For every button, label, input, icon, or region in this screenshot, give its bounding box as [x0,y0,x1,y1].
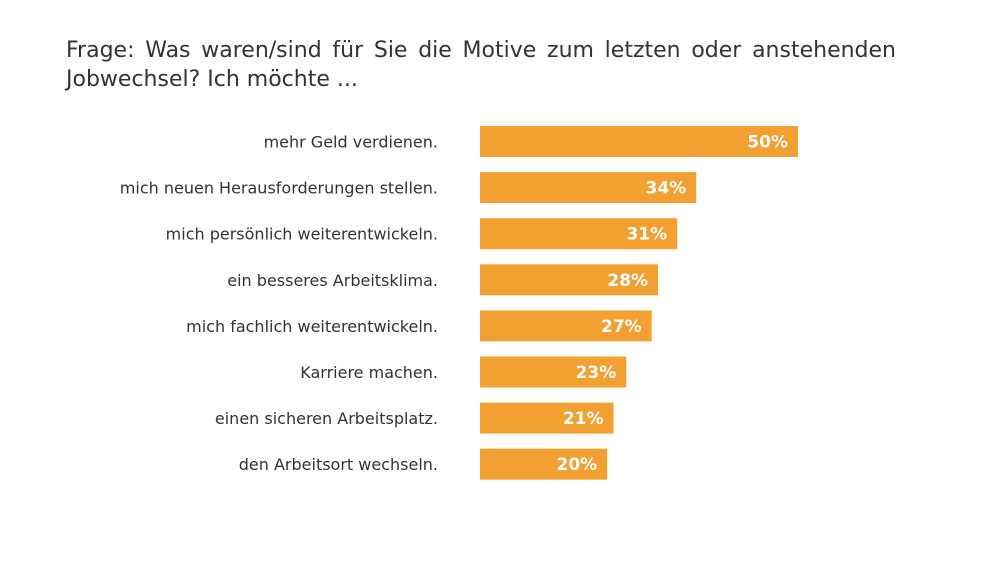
bar-row: mich persönlich weiterentwickeln. 31% [166,218,678,250]
category-label: einen sicheren Arbeitsplatz. [215,409,438,428]
value-label: 28% [607,271,648,291]
bar-row: einen sicheren Arbeitsplatz. 21% [215,402,614,434]
bar [480,126,798,157]
category-label: den Arbeitsort wechseln. [239,455,438,474]
category-label: ein besseres Arbeitsklima. [227,271,438,290]
chart-title: Frage: Was waren/sind für Sie die Motive… [66,38,896,92]
value-label: 31% [626,225,667,245]
bar-row: den Arbeitsort wechseln. 20% [239,448,608,480]
value-label: 34% [646,179,687,199]
bar [480,218,678,250]
bar-row: mehr Geld verdienen. 50% [264,126,798,157]
category-label: mich neuen Herausforderungen stellen. [120,179,438,198]
category-label: mehr Geld verdienen. [264,133,438,152]
bar [480,402,614,434]
bar [480,310,652,342]
value-label: 27% [601,317,642,337]
bar [480,448,608,480]
bar [480,356,627,388]
bar-row: Karriere machen. 23% [300,356,627,388]
value-label: 23% [576,363,617,383]
bar-row: mich fachlich weiterentwickeln. 27% [186,310,652,342]
value-label: 20% [556,455,597,475]
value-label: 50% [747,133,788,153]
bar [480,172,697,204]
value-label: 21% [563,409,604,429]
bar-row: ein besseres Arbeitsklima. 28% [227,264,659,296]
category-label: Karriere machen. [300,363,438,382]
category-label: mich persönlich weiterentwickeln. [166,225,438,244]
bar-row: mich neuen Herausforderungen stellen. 34% [120,172,697,204]
category-label: mich fachlich weiterentwickeln. [186,317,438,336]
bar [480,264,659,296]
